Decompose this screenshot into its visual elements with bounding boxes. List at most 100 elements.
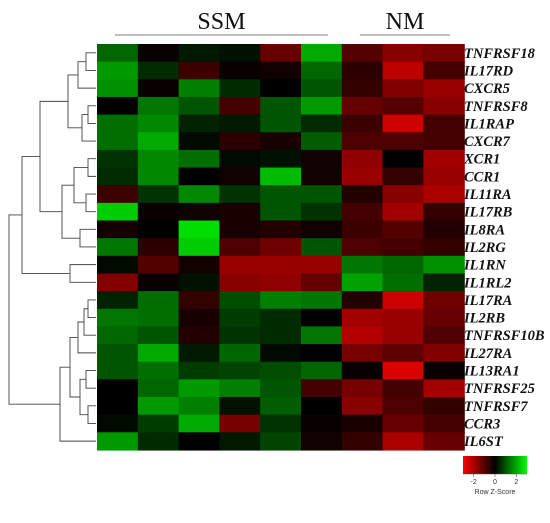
dendrogram-branch <box>77 321 96 354</box>
heatmap-cell <box>301 132 343 151</box>
heatmap-cell <box>178 220 220 239</box>
heatmap-cell <box>382 397 424 416</box>
heatmap-cell <box>423 202 465 222</box>
heatmap-cell <box>301 379 343 398</box>
heatmap-cell <box>423 167 465 186</box>
heatmap-cell <box>219 96 261 116</box>
heatmap-cell <box>382 96 424 116</box>
dendrogram-branch <box>87 158 96 177</box>
heatmap-cell <box>341 326 384 345</box>
heatmap-cell <box>219 326 261 345</box>
heatmap-cell <box>260 202 302 222</box>
row-label: CCR1 <box>464 169 500 185</box>
heatmap-cell <box>178 344 220 363</box>
heatmap-cell <box>382 132 424 151</box>
heatmap-cell <box>341 255 384 275</box>
heatmap-cell <box>178 96 220 116</box>
heatmap-cell <box>137 167 180 186</box>
heatmap-cell <box>137 273 180 292</box>
heatmap-cell <box>178 379 220 398</box>
heatmap-cell <box>382 220 424 239</box>
dendrogram-branch <box>79 228 96 248</box>
heatmap-cell <box>178 185 220 204</box>
heatmap-cell <box>423 273 465 292</box>
dendrogram-branch <box>87 299 96 319</box>
heatmap-cell <box>178 291 220 310</box>
heatmap-cell <box>382 114 424 133</box>
heatmap-cells <box>97 44 465 451</box>
heatmap-cell <box>423 44 465 63</box>
row-label: CCR3 <box>464 416 500 432</box>
heatmap-cell <box>97 238 139 257</box>
heatmap-cell <box>341 379 384 398</box>
heatmap-cell <box>97 44 139 63</box>
heatmap-cell <box>301 344 343 363</box>
heatmap-cell <box>260 132 302 151</box>
heatmap-cell <box>219 361 261 380</box>
row-label: IL6ST <box>463 434 504 450</box>
heatmap-cell <box>382 185 424 204</box>
heatmap-cell <box>178 61 220 80</box>
heatmap-cell <box>178 79 220 98</box>
row-label: IL17RA <box>463 293 513 309</box>
heatmap-cell <box>301 273 343 292</box>
heatmap-cell <box>260 326 302 345</box>
heatmap-cell <box>178 361 220 380</box>
heatmap-cell <box>341 149 384 169</box>
heatmap-cell <box>423 185 465 204</box>
row-label: CXCR7 <box>464 134 511 150</box>
heatmap-cell <box>137 96 180 116</box>
heatmap-cell <box>341 114 384 133</box>
heatmap-cell <box>260 96 302 116</box>
heatmap-cell <box>260 361 302 380</box>
heatmap-cell <box>301 238 343 257</box>
heatmap-cell <box>260 255 302 275</box>
dendrogram-branch <box>69 336 80 398</box>
heatmap-cell <box>301 308 343 327</box>
heatmap-cell <box>97 132 139 151</box>
heatmap-cell <box>382 291 424 310</box>
dendrogram-branch <box>79 378 88 416</box>
heatmap-cell <box>97 379 139 398</box>
heatmap-cell <box>301 291 343 310</box>
row-label: IL8RA <box>463 222 505 238</box>
heatmap-cell <box>97 79 139 98</box>
heatmap-cell <box>341 414 384 433</box>
heatmap-cell <box>382 149 424 169</box>
dendrogram-branch <box>85 370 96 389</box>
heatmap-cell <box>97 202 139 222</box>
heatmap-cell <box>341 132 384 151</box>
heatmap-cell <box>178 149 220 169</box>
heatmap-cell <box>178 132 220 151</box>
heatmap-cell <box>423 114 465 133</box>
heatmap-cell <box>341 167 384 186</box>
heatmap-cell <box>97 432 139 451</box>
heatmap-cell <box>137 344 180 363</box>
heatmap-cell <box>219 291 261 310</box>
heatmap-cell <box>301 149 343 169</box>
heatmap-cell <box>423 132 465 151</box>
heatmap-cell <box>341 361 384 380</box>
heatmap-cell <box>137 149 180 169</box>
heatmap-cell <box>260 291 302 310</box>
heatmap-cell <box>178 397 220 416</box>
heatmap-cell <box>97 61 139 80</box>
heatmap-cell <box>382 379 424 398</box>
heatmap-cell <box>382 202 424 222</box>
heatmap-cell <box>423 255 465 275</box>
dendrogram-branch <box>77 61 96 89</box>
heatmap-cell <box>137 432 180 451</box>
heatmap-cell <box>260 344 302 363</box>
heatmap-cell <box>178 202 220 222</box>
heatmap-cell <box>178 273 220 292</box>
heatmap-cell <box>178 114 220 133</box>
heatmap-cell <box>178 414 220 433</box>
dendrogram-branch <box>21 156 70 274</box>
heatmap-cell <box>137 44 180 63</box>
heatmap-cell <box>178 308 220 327</box>
heatmap-cell <box>97 220 139 239</box>
dendrogram-branch <box>8 214 60 405</box>
column-group-labels: SSM NM <box>197 9 424 35</box>
group-label: NM <box>386 9 425 35</box>
